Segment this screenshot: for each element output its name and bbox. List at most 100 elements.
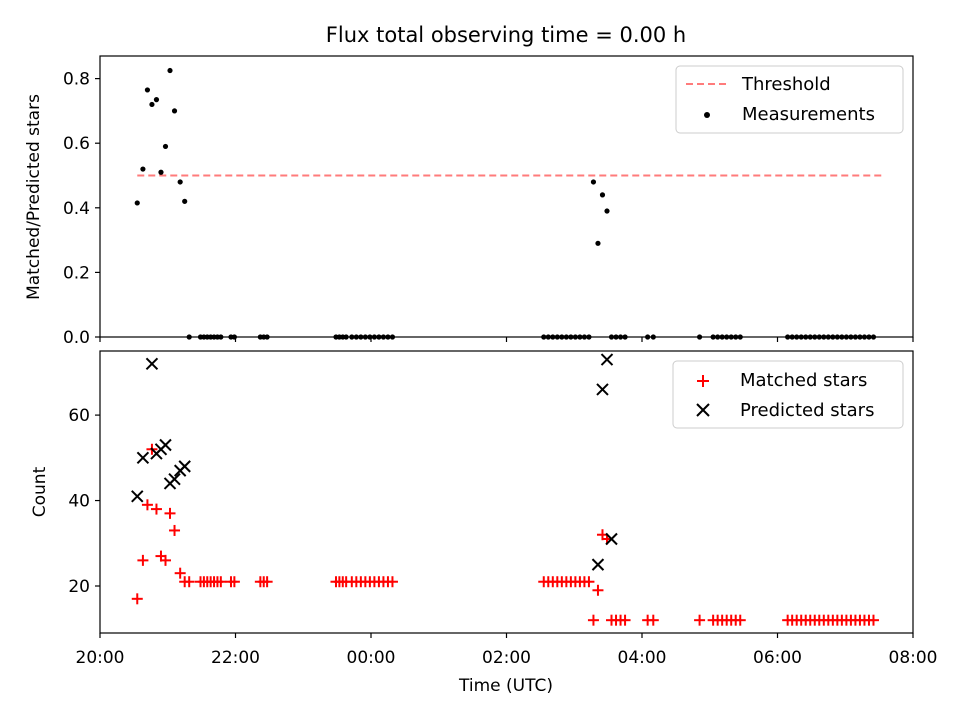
measurement-point [162,143,169,150]
measurement-point [622,334,628,340]
measurement-point [595,240,601,246]
predicted-star-point [605,532,618,546]
matched-star-point [587,614,599,626]
predicted-star-point [145,357,159,371]
measurement-point [830,334,836,340]
measurement-point [586,334,592,340]
count-legend-box [672,360,904,429]
measurement-point [812,334,818,340]
matched-star-point [592,584,604,596]
ratio-panel: 0.00.20.40.60.8 Matched/Predicted stars … [24,55,914,348]
x-tick-label: 22:00 [211,648,260,668]
measurement-point [167,67,173,74]
measurement-point [728,334,734,340]
legend-predicted-label: Predicted stars [740,400,874,421]
predicted-star-point [159,438,172,452]
measurement-point [144,87,151,93]
count-y-tick-label: 40 [68,492,90,512]
measurement-point [789,334,795,340]
measurement-point [140,166,146,172]
measurement-point [821,334,827,340]
ratio-legend-box [675,65,904,134]
measurement-point [171,108,178,114]
ratio-y-tick-label: 0.8 [63,70,90,90]
x-tick-label: 08:00 [889,648,938,668]
measurement-point [604,208,610,214]
predicted-star-point [168,472,181,486]
measurement-point [541,334,547,340]
matched-star-point [215,576,227,588]
measurement-point [371,334,377,340]
matched-star-point [131,593,143,605]
x-tick-label: 02:00 [482,648,531,668]
measurement-point [733,334,739,340]
measurement-points [134,67,877,340]
legend-predicted-swatch [696,403,710,417]
measurement-point [825,334,831,340]
measurement-point [362,334,368,340]
measurement-point [149,101,155,108]
legend-measurements-swatch [704,112,710,118]
measurement-point [785,334,791,340]
measurement-point [737,334,743,340]
ratio-legend: Threshold Measurements [675,65,904,134]
ratio-y-tick-label: 0.2 [63,263,90,283]
measurement-point [367,334,373,340]
measurement-point [550,334,556,340]
measurement-point [231,334,237,340]
measurement-point [857,334,863,340]
measurement-point [376,334,382,340]
measurement-point [794,334,800,340]
measurement-point [343,334,349,340]
x-axis-label: Time (UTC) [458,676,553,696]
matched-star-point [734,614,746,626]
x-tick-label: 20:00 [76,648,125,668]
measurement-point [798,334,804,340]
measurement-point [803,334,809,340]
matched-star-point [169,524,181,536]
measurement-point [568,334,574,340]
predicted-star-point [591,558,605,571]
count-panel: 20 40 60 20:00 22:00 00:00 02:00 04:00 06:00 08:… [30,350,938,696]
measurement-point [608,334,615,340]
matched-star-point [159,554,171,566]
measurement-point [650,334,656,340]
measurement-point [554,334,560,340]
matched-star-point [164,507,176,519]
measurement-point [177,179,183,185]
matched-star-point [137,554,149,566]
measurement-point [572,334,578,340]
measurement-point [645,334,651,340]
measurement-point [834,334,840,340]
measurement-point [182,198,188,204]
measurement-point [719,334,725,340]
measurement-point [590,179,597,185]
measurement-point [349,334,355,340]
measurement-point [843,334,849,340]
predicted-star-point [136,451,150,465]
measurement-point [158,169,164,175]
measurement-point [599,192,606,198]
x-tick-label: 04:00 [618,648,667,668]
matched-star-point [583,576,595,588]
measurement-point [866,334,872,340]
measurement-point [153,97,160,103]
matched-star-point [694,614,706,626]
count-y-axis-label: Count [30,466,50,517]
predicted-star-point [131,490,144,503]
ratio-y-tick-label: 0.0 [63,328,90,348]
measurement-point [816,334,822,340]
measurement-point [807,334,813,340]
measurement-point [696,334,703,340]
matched-star-point [867,614,879,626]
measurement-point [581,334,588,340]
legend-threshold-label: Threshold [741,74,831,95]
matched-star-point [174,567,186,579]
matched-star-point [386,576,398,588]
legend-matched-label: Matched stars [740,370,867,391]
count-y-tick-label: 60 [68,406,90,426]
matched-star-point [141,499,153,511]
predicted-stars-points [131,353,618,571]
count-x-ticks: 20:00 22:00 00:00 02:00 04:00 06:00 08:00 [76,633,938,668]
matched-star-point [228,576,240,588]
